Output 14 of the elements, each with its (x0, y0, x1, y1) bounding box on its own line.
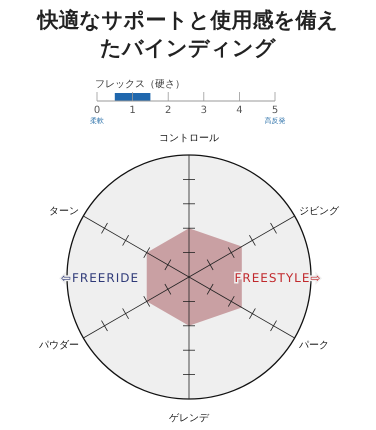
spoke-label: ジビング (299, 206, 340, 217)
spoke-label: ゲレンデ (169, 413, 210, 424)
spoke-label: ターン (48, 206, 79, 217)
spoke-label: パーク (298, 340, 330, 351)
x-tick-label: 2 (165, 105, 172, 116)
x-tick-label: 5 (272, 105, 278, 116)
x-tick-label: 1 (129, 105, 136, 116)
spoke-label: パウダー (38, 339, 79, 351)
x-tick-label: 4 (236, 105, 243, 116)
chart-title: フレックス（硬さ） (95, 79, 185, 90)
x-tick-label: 0 (94, 105, 100, 116)
x-tick-label: 3 (200, 105, 207, 116)
spoke-label: コントロール (159, 133, 219, 144)
text: 快適なサポートと使用感を備えたバインディング (36, 8, 338, 60)
